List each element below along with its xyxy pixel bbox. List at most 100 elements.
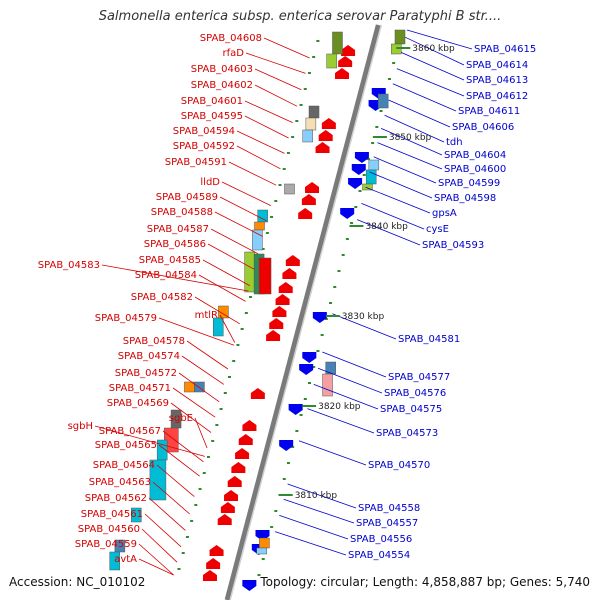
gene-label-left: SPAB_04572 [115, 368, 177, 379]
tick-dot [190, 520, 194, 522]
leader-line [279, 515, 349, 540]
leader-line [156, 464, 195, 497]
gene-box [326, 53, 337, 69]
gene-label-right: tdh [446, 137, 463, 148]
tick-dot [354, 206, 358, 208]
gene-box [258, 257, 272, 295]
leader-line [141, 528, 178, 563]
gene-label-left: SPAB_04564 [93, 460, 155, 471]
tick-dot [295, 120, 299, 122]
tick-dot [261, 248, 265, 250]
gene-box [254, 221, 265, 231]
tick-dot [177, 568, 181, 570]
leader-line [214, 211, 263, 237]
kbp-label: 3860 kbp [412, 44, 455, 54]
gene-arrow [321, 118, 336, 129]
tick-dot [387, 78, 391, 80]
gene-label-left: SPAB_04560 [78, 524, 140, 535]
tick-dot [215, 424, 219, 426]
gene-label-left: SPAB_04591 [165, 157, 227, 168]
gene-label-left: SPAB_04589 [156, 192, 218, 203]
tick-dot [345, 238, 349, 240]
leader-line [219, 196, 267, 222]
leader-line [198, 274, 246, 302]
leader-line [307, 408, 375, 434]
gene-label-right: SPAB_04598 [434, 193, 496, 204]
leader-line [369, 171, 433, 199]
gene-label-left: avtA [114, 554, 137, 565]
gene-arrow [238, 434, 253, 445]
gene-label-left: SPAB_04608 [200, 33, 262, 44]
gene-arrow [224, 490, 239, 501]
gene-label-left: SPAB_04588 [151, 207, 213, 218]
leader-line [170, 402, 212, 433]
leader-line [254, 68, 302, 91]
kbp-markers: 3860 kbp 3850 kbp 3840 kbp 3830 kbp 3820 kbp… [278, 44, 455, 501]
gene-label-left: SPAB_04569 [107, 398, 169, 409]
kbp-label: 3810 kbp [295, 491, 338, 501]
gene-label-left: sgbE [169, 413, 193, 424]
tick-dot [286, 462, 290, 464]
tick-dot [299, 104, 303, 106]
leader-line [313, 384, 379, 410]
kbp-label: 3830 kbp [342, 312, 385, 322]
leader-line [152, 481, 190, 515]
tick-dot [211, 440, 215, 442]
tick-dot [194, 504, 198, 506]
gene-label-right: SPAB_04599 [438, 178, 500, 189]
tick-dot [371, 142, 375, 144]
gene-label-right: cysE [426, 224, 449, 235]
gene-arrow [298, 208, 313, 219]
gene-label-left: SPAB_04571 [109, 383, 171, 394]
gene-box [325, 361, 336, 375]
tick-dot [265, 232, 269, 234]
gene-label-left: SPAB_04594 [173, 126, 235, 137]
leader-line [194, 296, 240, 325]
gene-arrow [227, 476, 242, 487]
leader-line [202, 259, 250, 286]
tick-dot [320, 334, 324, 336]
leader-line [181, 355, 225, 385]
gene-box [362, 183, 373, 191]
tick-dot [350, 222, 354, 224]
gene-arrow [242, 420, 257, 431]
kbp-label: 3850 kbp [389, 133, 432, 143]
gene-box [332, 31, 343, 55]
leader-line [207, 243, 255, 270]
leader-line [361, 203, 425, 230]
gene-label-right: SPAB_04604 [444, 150, 506, 161]
gene-box [284, 183, 295, 195]
tick-dot [244, 312, 248, 314]
leader-line [210, 228, 259, 255]
gene-features [109, 29, 406, 591]
leader-line [400, 52, 465, 81]
tick-dot [308, 382, 312, 384]
topology-text: Topology: circular; Length: 4,858,887 bp… [260, 575, 590, 589]
kbp-label: 3820 kbp [318, 402, 361, 412]
gene-label-left: SPAB_04602 [191, 80, 253, 91]
gene-label-left: mtlR [195, 310, 218, 321]
leader-line [244, 100, 293, 123]
gene-arrow [282, 268, 297, 279]
leader-line [178, 372, 220, 403]
gene-arrow [220, 502, 235, 513]
leader-line [373, 156, 437, 184]
gene-box [259, 537, 270, 549]
leader-line [322, 351, 387, 378]
leader-line [94, 425, 205, 457]
gene-label-right: SPAB_04600 [444, 164, 506, 175]
gene-box [184, 381, 195, 393]
leader-line [365, 186, 431, 214]
tick-dot [358, 190, 362, 192]
gene-arrow [269, 318, 284, 329]
tick-dot [295, 430, 299, 432]
tick-dot [312, 56, 316, 58]
leader-line [219, 314, 236, 343]
tick-dot [291, 136, 295, 138]
gene-arrow [235, 448, 250, 459]
leader-line [287, 483, 357, 509]
tick-dot [232, 360, 236, 362]
gene-label-left: sgbH [68, 421, 93, 432]
tick-dot [198, 488, 202, 490]
tick-dot [270, 526, 274, 528]
